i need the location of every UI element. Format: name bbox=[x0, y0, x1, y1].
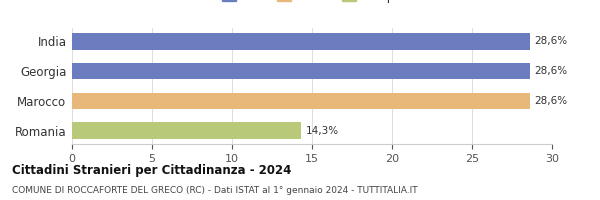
Bar bbox=[72, 63, 530, 79]
Text: Cittadini Stranieri per Cittadinanza - 2024: Cittadini Stranieri per Cittadinanza - 2… bbox=[12, 164, 292, 177]
Text: 14,3%: 14,3% bbox=[305, 126, 339, 136]
Text: 28,6%: 28,6% bbox=[535, 36, 568, 46]
Bar bbox=[72, 33, 530, 50]
Bar bbox=[72, 93, 530, 109]
Text: 28,6%: 28,6% bbox=[535, 66, 568, 76]
Text: 28,6%: 28,6% bbox=[535, 96, 568, 106]
Bar bbox=[72, 122, 301, 139]
Text: COMUNE DI ROCCAFORTE DEL GRECO (RC) - Dati ISTAT al 1° gennaio 2024 - TUTTITALIA: COMUNE DI ROCCAFORTE DEL GRECO (RC) - Da… bbox=[12, 186, 418, 195]
Legend: Asia, Africa, Europa: Asia, Africa, Europa bbox=[217, 0, 407, 8]
